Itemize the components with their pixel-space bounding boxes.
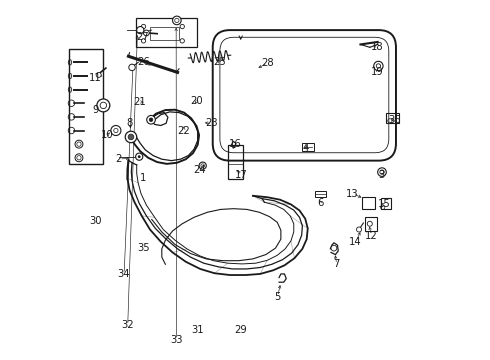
Circle shape <box>147 116 155 124</box>
Text: 25: 25 <box>213 57 225 67</box>
Circle shape <box>149 118 153 122</box>
Bar <box>381 198 391 210</box>
Text: 36: 36 <box>389 115 401 125</box>
Circle shape <box>172 16 181 25</box>
Circle shape <box>96 72 101 77</box>
Circle shape <box>137 27 144 34</box>
Text: 21: 21 <box>133 97 146 107</box>
Text: 8: 8 <box>126 118 133 128</box>
Text: 27: 27 <box>136 32 149 41</box>
Text: 20: 20 <box>190 96 203 106</box>
Text: 4: 4 <box>303 143 309 153</box>
Text: 15: 15 <box>378 199 391 210</box>
Text: 19: 19 <box>371 67 384 77</box>
Text: 14: 14 <box>349 237 362 247</box>
Text: 30: 30 <box>89 216 101 226</box>
Text: 13: 13 <box>346 189 359 199</box>
Bar <box>302 143 314 150</box>
Circle shape <box>100 102 107 109</box>
Circle shape <box>125 131 137 143</box>
Text: 35: 35 <box>138 243 150 253</box>
Text: 2: 2 <box>116 154 122 164</box>
Text: 28: 28 <box>261 58 273 68</box>
Bar <box>362 197 375 210</box>
Circle shape <box>129 64 135 71</box>
Text: 18: 18 <box>371 42 384 51</box>
Circle shape <box>378 168 386 176</box>
Bar <box>69 49 103 164</box>
Text: 11: 11 <box>89 73 101 83</box>
Bar <box>315 191 326 197</box>
Text: 24: 24 <box>193 165 205 175</box>
Text: 10: 10 <box>100 130 113 140</box>
Text: 6: 6 <box>317 198 323 208</box>
Bar <box>136 18 196 47</box>
Circle shape <box>357 227 362 232</box>
Text: 16: 16 <box>229 139 242 149</box>
Circle shape <box>111 126 121 135</box>
Circle shape <box>136 153 143 160</box>
Text: 17: 17 <box>235 170 248 180</box>
Bar <box>228 145 243 179</box>
Text: 29: 29 <box>234 325 247 335</box>
Text: 23: 23 <box>206 118 219 128</box>
Text: 7: 7 <box>333 259 340 269</box>
Text: 22: 22 <box>177 126 190 135</box>
Circle shape <box>97 99 110 112</box>
Text: 3: 3 <box>378 170 384 180</box>
Circle shape <box>138 155 141 158</box>
Text: 32: 32 <box>121 320 134 330</box>
Text: 9: 9 <box>92 105 98 115</box>
Circle shape <box>331 245 337 251</box>
Text: 33: 33 <box>170 334 182 345</box>
Circle shape <box>199 162 206 169</box>
Text: 1: 1 <box>140 173 146 183</box>
Circle shape <box>144 30 149 36</box>
Bar <box>150 27 179 40</box>
Text: 5: 5 <box>274 292 280 302</box>
Text: 12: 12 <box>365 231 378 240</box>
Text: 34: 34 <box>118 269 130 279</box>
Circle shape <box>128 134 134 140</box>
Circle shape <box>374 61 383 71</box>
Bar <box>386 113 399 123</box>
Text: 31: 31 <box>192 325 204 335</box>
Text: 26: 26 <box>138 57 150 67</box>
Bar <box>365 217 377 231</box>
